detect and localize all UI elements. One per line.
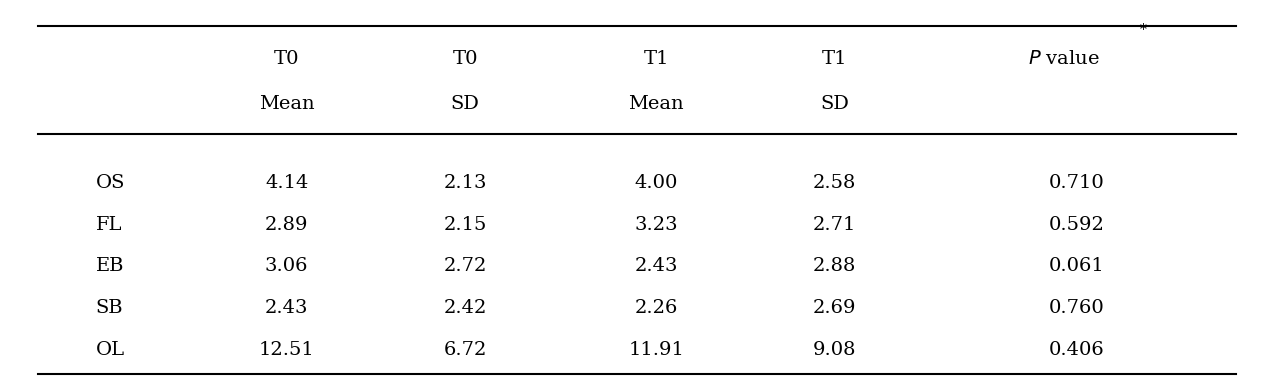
Text: 0.406: 0.406 [1049,341,1105,359]
Text: 2.71: 2.71 [813,216,856,234]
Text: 0.061: 0.061 [1049,257,1105,276]
Text: 2.15: 2.15 [443,216,487,234]
Text: T1: T1 [643,50,669,68]
Text: 2.26: 2.26 [634,299,678,317]
Text: 2.43: 2.43 [634,257,678,276]
Text: FL: FL [96,216,122,234]
Text: 6.72: 6.72 [443,341,487,359]
Text: 11.91: 11.91 [628,341,684,359]
Text: 12.51: 12.51 [259,341,315,359]
Text: 2.69: 2.69 [813,299,856,317]
Text: *: * [1139,23,1147,37]
Text: 2.89: 2.89 [265,216,308,234]
Text: 3.06: 3.06 [265,257,308,276]
Text: 0.592: 0.592 [1049,216,1105,234]
Text: T0: T0 [274,50,299,68]
Text: SD: SD [451,95,479,113]
Text: OS: OS [96,174,125,192]
Text: 0.710: 0.710 [1049,174,1105,192]
Text: 2.72: 2.72 [443,257,487,276]
Text: 9.08: 9.08 [813,341,856,359]
Text: 2.42: 2.42 [443,299,487,317]
Text: EB: EB [96,257,124,276]
Text: 2.13: 2.13 [443,174,487,192]
Text: 3.23: 3.23 [634,216,678,234]
Text: 4.00: 4.00 [634,174,678,192]
Text: 0.760: 0.760 [1049,299,1105,317]
Text: T0: T0 [452,50,478,68]
Text: SB: SB [96,299,124,317]
Text: Mean: Mean [628,95,684,113]
Text: SD: SD [820,95,848,113]
Text: Mean: Mean [259,95,315,113]
Text: 2.43: 2.43 [265,299,308,317]
Text: OL: OL [96,341,125,359]
Text: T1: T1 [822,50,847,68]
Text: $\mathit{P}$ value: $\mathit{P}$ value [1028,50,1099,68]
Text: 2.58: 2.58 [813,174,856,192]
Text: 2.88: 2.88 [813,257,856,276]
Text: 4.14: 4.14 [265,174,308,192]
